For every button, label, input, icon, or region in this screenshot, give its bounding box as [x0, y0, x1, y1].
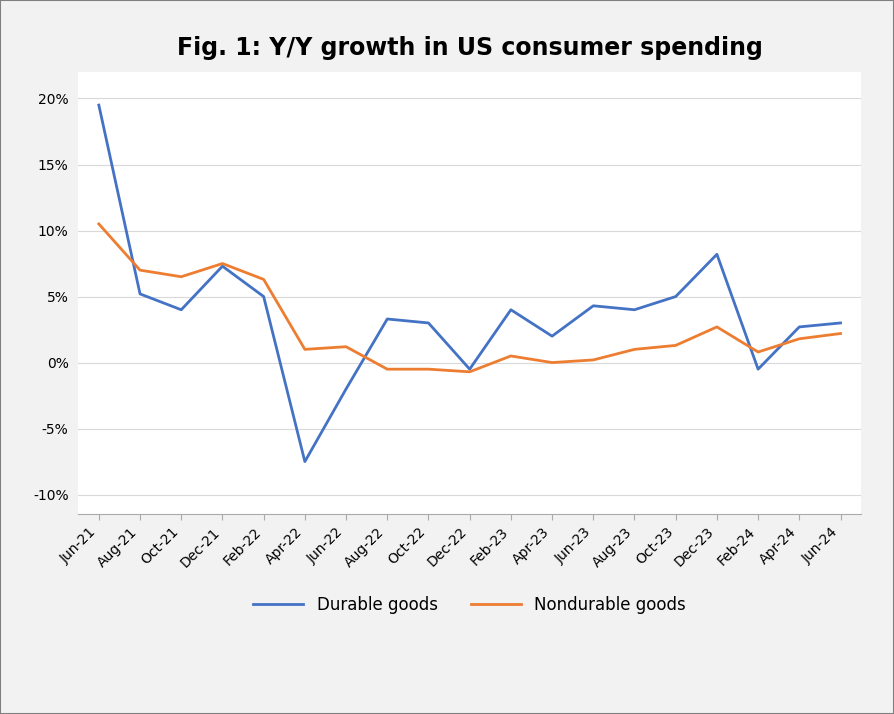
Durable goods [464, 365, 475, 373]
Durable goods [753, 365, 763, 373]
Nondurable goods [712, 323, 722, 331]
Nondurable goods [505, 352, 516, 361]
Durable goods [547, 332, 558, 341]
Nondurable goods [176, 273, 187, 281]
Durable goods [217, 262, 228, 271]
Line: Durable goods: Durable goods [99, 105, 840, 461]
Nondurable goods [423, 365, 434, 373]
Nondurable goods [341, 343, 351, 351]
Nondurable goods [135, 266, 146, 274]
Nondurable goods [217, 259, 228, 268]
Durable goods [382, 315, 392, 323]
Durable goods [94, 101, 105, 109]
Nondurable goods [794, 335, 805, 343]
Durable goods [712, 250, 722, 258]
Legend: Durable goods, Nondurable goods: Durable goods, Nondurable goods [247, 590, 693, 621]
Durable goods [835, 318, 846, 327]
Durable goods [588, 301, 599, 310]
Nondurable goods [629, 345, 640, 353]
Durable goods [423, 318, 434, 327]
Durable goods [176, 306, 187, 314]
Title: Fig. 1: Y/Y growth in US consumer spending: Fig. 1: Y/Y growth in US consumer spendi… [177, 36, 763, 61]
Nondurable goods [299, 345, 310, 353]
Nondurable goods [258, 275, 269, 283]
Nondurable goods [94, 220, 105, 228]
Durable goods [794, 323, 805, 331]
Durable goods [341, 385, 351, 393]
Nondurable goods [547, 358, 558, 367]
Durable goods [258, 292, 269, 301]
Nondurable goods [753, 348, 763, 356]
Durable goods [135, 290, 146, 298]
Durable goods [629, 306, 640, 314]
Nondurable goods [588, 356, 599, 364]
Nondurable goods [670, 341, 681, 350]
Line: Nondurable goods: Nondurable goods [99, 224, 840, 372]
Durable goods [299, 457, 310, 466]
Durable goods [505, 306, 516, 314]
Nondurable goods [835, 329, 846, 338]
Nondurable goods [464, 368, 475, 376]
Nondurable goods [382, 365, 392, 373]
Durable goods [670, 292, 681, 301]
